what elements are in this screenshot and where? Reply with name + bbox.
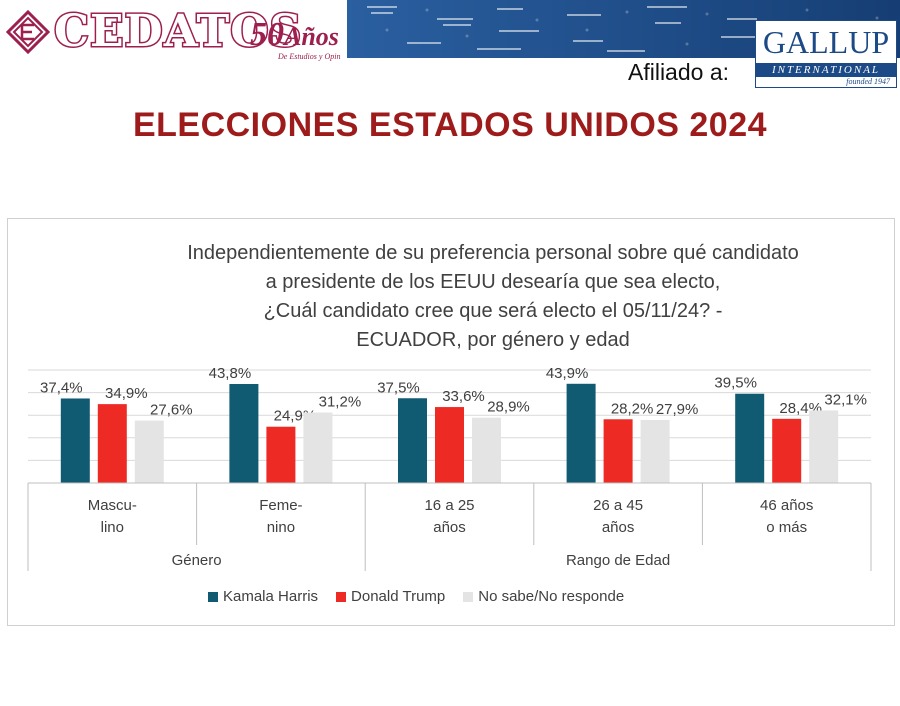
bar-nsnr <box>640 419 670 483</box>
chart-title-line: ¿Cuál candidato cree que será electo el … <box>263 300 723 322</box>
legend-label-nsnr: No sabe/No responde <box>478 588 625 605</box>
group-label: Rango de Edad <box>566 552 670 569</box>
legend-swatch-trump <box>336 591 347 602</box>
bar-harris <box>229 384 259 483</box>
legend-swatch-harris <box>208 591 218 602</box>
bar-nsnr <box>472 417 501 483</box>
bar-nsnr <box>303 412 333 483</box>
chart-title: Independientemente de su preferencia per… <box>118 239 868 355</box>
x-tick-label: 16 a 25 <box>424 497 474 514</box>
cedatos-logo: CEDATOS 50Años De Estudios y Opin <box>2 4 347 61</box>
chart-title-line: ECUADOR, por género y edad <box>356 329 630 351</box>
chart-legend: Kamala Harris Donald Trump No sabe/No re… <box>208 588 624 605</box>
x-tick-label: años <box>602 519 635 536</box>
page-title: ELECCIONES ESTADOS UNIDOS 2024 <box>132 106 768 144</box>
bar-trump <box>772 418 802 483</box>
chart-title-line: Independientemente de su preferencia per… <box>187 242 799 264</box>
x-tick-label: nino <box>267 519 295 536</box>
data-label: 33,6% <box>442 388 485 405</box>
legend-swatch-nsnr <box>463 591 474 602</box>
bar-harris <box>566 383 596 483</box>
legend-label-trump: Donald Trump <box>351 588 446 605</box>
x-tick-label: años <box>433 519 466 536</box>
data-label: 37,5% <box>377 379 420 396</box>
data-label: 43,8% <box>209 365 252 382</box>
data-label: 27,9% <box>656 401 699 418</box>
data-label: 43,9% <box>546 365 589 382</box>
bar-trump <box>603 419 633 483</box>
x-tick-label: Feme- <box>259 497 302 514</box>
bar-nsnr <box>809 410 839 483</box>
legend-item-nsnr: No sabe/No responde <box>463 588 624 605</box>
bar-harris <box>735 393 765 483</box>
data-label: 39,5% <box>714 375 757 392</box>
data-label: 32,1% <box>824 391 867 408</box>
anniversary-subtitle: De Estudios y Opin <box>278 52 341 61</box>
data-label: 28,2% <box>611 400 654 417</box>
x-tick-label: 26 a 45 <box>593 497 643 514</box>
data-label: 27,6% <box>150 402 193 419</box>
bar-harris <box>60 398 90 483</box>
data-label: 37,4% <box>40 379 83 396</box>
legend-item-trump: Donald Trump <box>336 588 445 605</box>
brand-wordmark: CEDATOS <box>52 5 303 59</box>
chart-title-line: a presidente de los EEUU desearía que se… <box>265 271 721 293</box>
x-tick-label: o más <box>766 519 807 536</box>
group-label: Género <box>172 552 222 569</box>
gallup-name: GALLUP <box>758 23 894 61</box>
data-label: 31,2% <box>319 393 362 410</box>
gallup-founded: founded 1947 <box>846 77 890 86</box>
bar-trump <box>435 407 464 483</box>
bar-trump <box>97 404 127 483</box>
bar-nsnr <box>134 420 164 483</box>
data-label: 34,9% <box>105 385 148 402</box>
legend-label-harris: Kamala Harris <box>223 588 319 605</box>
affiliated-label: Afiliado a: <box>628 59 730 85</box>
legend-item-harris: Kamala Harris <box>208 588 318 605</box>
gallup-international-logo: GALLUP INTERNATIONAL founded 1947 <box>755 20 897 88</box>
cedatos-emblem-icon <box>6 10 50 54</box>
bar-harris <box>398 398 427 483</box>
x-tick-label: Mascu- <box>88 497 137 514</box>
bar-trump <box>266 426 296 483</box>
x-tick-label: lino <box>101 519 124 536</box>
x-tick-label: 46 años <box>760 497 813 514</box>
gallup-subtitle: INTERNATIONAL <box>756 63 896 77</box>
data-label: 28,9% <box>487 399 530 416</box>
anniversary-badge: 50Años <box>250 16 339 53</box>
